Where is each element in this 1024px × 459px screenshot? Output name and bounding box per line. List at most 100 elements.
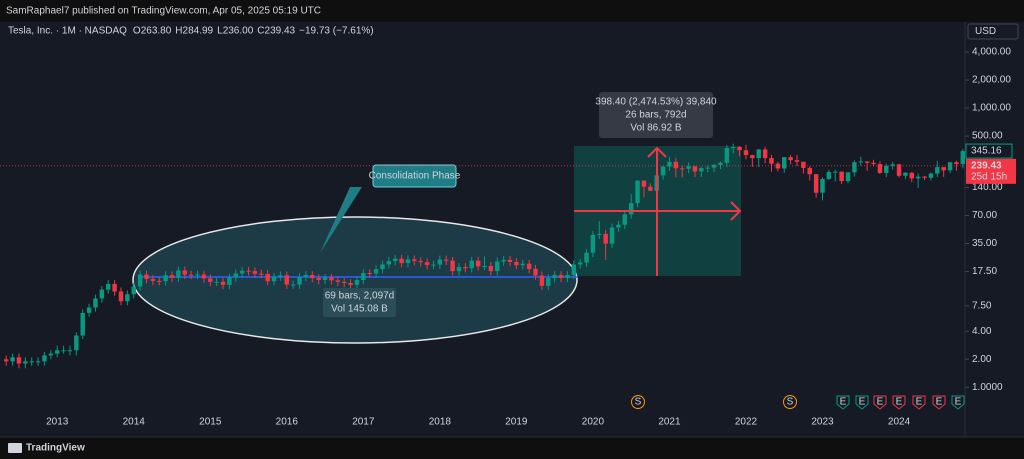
candle-body: [603, 233, 608, 244]
candle-body: [686, 166, 691, 169]
candle-body: [259, 273, 264, 275]
event-label: E: [896, 397, 903, 408]
x-tick-label: 2018: [429, 417, 452, 428]
candle-body: [826, 171, 832, 179]
candle-body: [278, 275, 283, 277]
candle-body: [163, 275, 168, 282]
candle-body: [399, 258, 404, 264]
ohlc-key: H: [175, 26, 182, 37]
measure-tooltip: [599, 92, 713, 138]
candle-body: [246, 270, 251, 272]
candle-body: [354, 280, 360, 285]
candle-body: [303, 274, 309, 278]
candle-body: [188, 274, 194, 276]
candle-body: [960, 151, 966, 165]
candle-body: [922, 176, 927, 178]
y-tick-label: 4,000.00: [972, 47, 1011, 58]
measure-volume: Vol 86.92 B: [630, 123, 681, 134]
candle-body: [367, 273, 372, 275]
arrow-head: [730, 201, 742, 221]
arrow-head: [647, 146, 667, 158]
ohlc-key: O: [133, 26, 141, 37]
candle-body: [520, 263, 525, 266]
candle-body: [577, 262, 583, 265]
ohlc-value: 263.80: [141, 26, 172, 37]
event-label: E: [859, 397, 866, 408]
candle-body: [858, 161, 864, 163]
candle-body: [782, 157, 787, 169]
y-tick-label: 17.50: [972, 266, 997, 277]
candle-body: [265, 273, 270, 282]
candle-body: [67, 350, 73, 352]
x-tick-label: 2016: [276, 417, 299, 428]
event-badge: [631, 395, 645, 409]
y-tick-label: 140.00: [972, 182, 1003, 193]
candle-body: [954, 162, 959, 165]
currency-box: [967, 23, 1019, 40]
event-badge: [783, 395, 797, 409]
event-badge: [912, 395, 926, 410]
candle-body: [214, 281, 219, 283]
candle-body: [807, 167, 812, 175]
candle-body: [648, 186, 653, 191]
range-volume: Vol 145.08 B: [331, 304, 388, 315]
candle-body: [609, 227, 615, 244]
candle-body: [169, 275, 175, 278]
candle-body: [852, 162, 857, 173]
candle-body: [373, 269, 379, 274]
candle-body: [718, 162, 723, 165]
y-tick-label: 500.00: [972, 131, 1003, 142]
candle-body: [42, 355, 47, 362]
ohlc-key: C: [257, 26, 264, 37]
ohlc-key: L: [217, 26, 223, 37]
candle-body: [813, 174, 819, 193]
candle-body: [622, 214, 628, 225]
candle-body: [310, 274, 315, 279]
candle-body: [182, 270, 187, 275]
range-label-box: [323, 288, 396, 317]
candle-body: [118, 291, 124, 302]
candle-body: [884, 165, 889, 173]
currency: USD: [975, 26, 996, 37]
consolidation-ellipse: [132, 216, 578, 344]
candle-body: [86, 307, 92, 313]
publisher: SamRaphael7 published on TradingView.com…: [6, 6, 321, 17]
y-tick-label: 2.00: [972, 354, 992, 365]
candle-body: [514, 261, 519, 266]
candle-body: [546, 278, 551, 286]
candle-body: [660, 166, 666, 176]
callout: Consolidation Phase: [369, 171, 461, 182]
x-tick-label: 2015: [199, 417, 222, 428]
y-tick-label: 2,000.00: [972, 75, 1011, 86]
event-badge: [951, 395, 965, 410]
candle-body: [392, 258, 398, 262]
candle-body: [424, 262, 430, 265]
candle-body: [271, 276, 277, 282]
candle-body: [711, 164, 717, 168]
change: −19.73 (−7.61%): [299, 26, 374, 37]
candle-body: [475, 260, 481, 267]
candle-body: [641, 180, 647, 187]
candle-body: [896, 164, 902, 176]
candle-body: [839, 171, 844, 182]
candle-body: [450, 260, 455, 272]
candle-body: [125, 294, 130, 302]
candle-body: [801, 161, 806, 168]
event-label: E: [877, 397, 884, 408]
event-label: S: [787, 397, 794, 408]
candle-body: [947, 162, 953, 171]
candle-body: [16, 357, 22, 364]
y-tick-label: 70.00: [972, 210, 997, 221]
candle-body: [361, 273, 366, 281]
candle-body: [252, 271, 258, 274]
candle-body: [412, 259, 417, 262]
current-price: 239.43: [971, 160, 1002, 171]
candle-body: [23, 361, 28, 364]
candle-body: [380, 264, 385, 270]
y-tick-label: 35.00: [972, 238, 997, 249]
x-tick-label: 2024: [888, 417, 911, 428]
candle-body: [705, 167, 710, 169]
candle-body: [730, 147, 736, 149]
candle-body: [80, 312, 85, 336]
candle-body: [93, 298, 98, 308]
